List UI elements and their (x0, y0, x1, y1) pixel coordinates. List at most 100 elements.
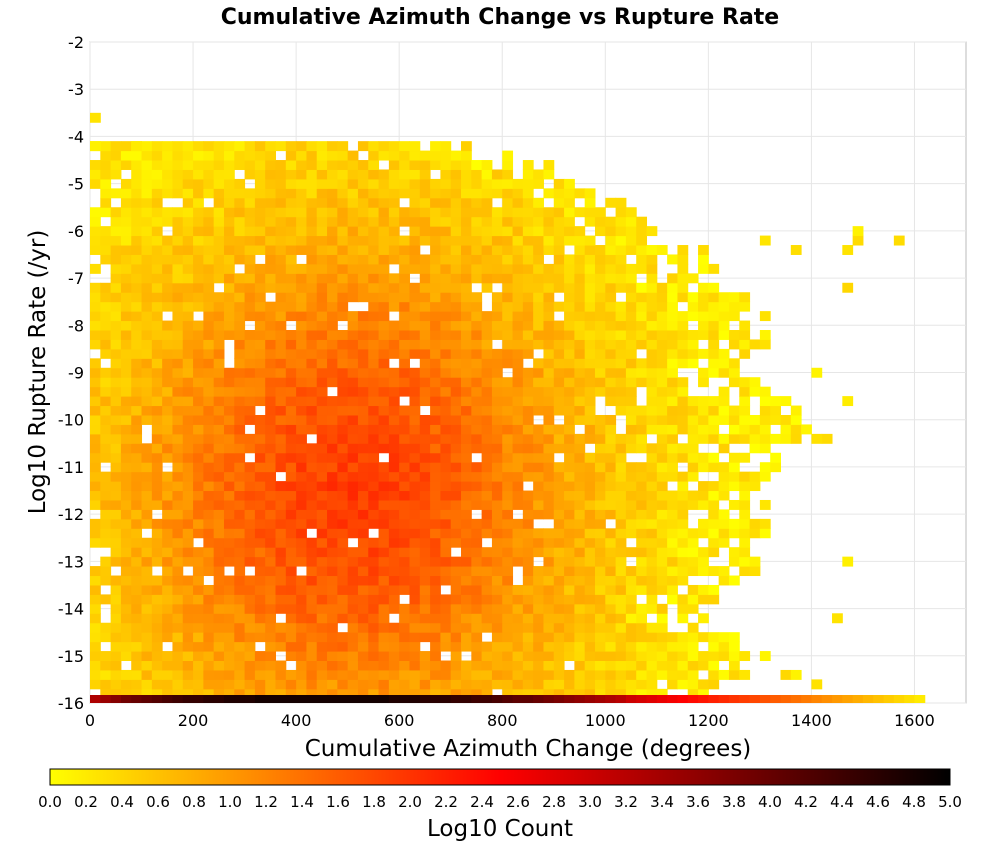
heatmap-cell (790, 669, 802, 680)
heatmap-cell (141, 150, 153, 161)
heatmap-cell (440, 471, 452, 482)
heatmap-cell (347, 481, 359, 492)
heatmap-cell (203, 622, 215, 633)
heatmap-cell (481, 226, 493, 237)
heatmap-cell (90, 160, 101, 170)
heatmap-cell (522, 245, 534, 255)
heatmap-cell (698, 490, 709, 501)
heatmap-cell (151, 263, 163, 274)
heatmap-cell (821, 433, 833, 444)
heatmap-cell (594, 688, 606, 699)
heatmap-cell (275, 396, 287, 407)
heatmap-cell (306, 339, 318, 350)
heatmap-cell (285, 688, 297, 699)
heatmap-cell (254, 245, 266, 255)
heatmap-cell (667, 679, 678, 690)
heatmap-cell (502, 197, 514, 208)
heatmap-cell (636, 613, 648, 624)
heatmap-cell (419, 462, 431, 473)
heatmap-cell (244, 245, 256, 255)
heatmap-cell (656, 575, 668, 586)
heatmap-cell (100, 150, 112, 161)
heatmap-cell (90, 245, 101, 255)
heatmap-cell (667, 518, 678, 529)
heatmap-cell (244, 679, 256, 690)
heatmap-cell (388, 339, 400, 350)
heatmap-cell (327, 528, 338, 539)
heatmap-cell (285, 245, 297, 255)
heatmap-cell (533, 622, 544, 633)
heatmap-cell (131, 556, 143, 567)
heatmap-cell (151, 537, 163, 548)
heatmap-cell (419, 197, 431, 208)
heatmap-cell (234, 301, 246, 312)
heatmap-cell (605, 245, 617, 255)
heatmap-cell (615, 481, 627, 492)
heatmap-cell (388, 603, 400, 614)
heatmap-cell (90, 178, 101, 189)
heatmap-cell (687, 301, 699, 312)
heatmap-cell (502, 377, 514, 388)
heatmap-cell (471, 537, 483, 548)
heatmap-cell (120, 414, 132, 425)
heatmap-cell (419, 584, 431, 595)
heatmap-cell (543, 386, 555, 397)
heatmap-cell (306, 254, 318, 265)
heatmap-cell (306, 499, 318, 510)
heatmap-cell (594, 622, 606, 633)
heatmap-cell (461, 169, 472, 180)
heatmap-cell (698, 292, 709, 303)
heatmap-cell (512, 197, 524, 208)
heatmap-cell (636, 235, 648, 246)
heatmap-cell (347, 405, 359, 416)
heatmap-cell (223, 688, 235, 699)
heatmap-cell (533, 396, 544, 407)
heatmap-cell (378, 358, 390, 369)
heatmap-cell (100, 377, 112, 388)
heatmap-cell (512, 254, 524, 265)
heatmap-cell (296, 584, 307, 595)
heatmap-cell (162, 169, 173, 180)
heatmap-cell (605, 311, 617, 322)
heatmap-cell (574, 273, 586, 284)
heatmap-cell (182, 641, 194, 652)
heatmap-cell (543, 405, 555, 416)
heatmap-cell (605, 301, 617, 312)
heatmap-cell (656, 348, 668, 359)
heatmap-cell (481, 499, 493, 510)
heatmap-cell (388, 226, 400, 237)
heatmap-cell (625, 651, 637, 662)
heatmap-cell (533, 528, 544, 539)
heatmap-cell (182, 320, 194, 331)
heatmap-cell (296, 386, 307, 397)
colorbar-tick-label: 4.2 (794, 793, 818, 811)
heatmap-cell (285, 141, 297, 152)
heatmap-cell (162, 348, 173, 359)
heatmap-cell (553, 556, 565, 567)
heatmap-cell (677, 566, 689, 577)
heatmap-cell (698, 547, 709, 558)
heatmap-cell (502, 178, 514, 189)
heatmap-cell (151, 377, 163, 388)
heatmap-cell (296, 273, 307, 284)
heatmap-cell (378, 386, 390, 397)
heatmap-cell (306, 584, 318, 595)
heatmap-cell (615, 688, 627, 699)
heatmap-cell (502, 594, 514, 605)
heatmap-cell (667, 367, 678, 378)
heatmap-cell (698, 414, 709, 425)
heatmap-cell-bottom-row (759, 695, 771, 703)
heatmap-cell (667, 566, 678, 577)
heatmap-cell (131, 282, 143, 293)
heatmap-cell (223, 660, 235, 671)
heatmap-cell (151, 481, 163, 492)
heatmap-cell (409, 396, 421, 407)
heatmap-cell-bottom-row (780, 695, 792, 703)
heatmap-cell (667, 528, 678, 539)
heatmap-cell (419, 679, 431, 690)
heatmap-cell (296, 320, 307, 331)
heatmap-cell (481, 311, 493, 322)
heatmap-cell (491, 424, 503, 435)
heatmap-cell (162, 575, 173, 586)
heatmap-cell (656, 613, 668, 624)
